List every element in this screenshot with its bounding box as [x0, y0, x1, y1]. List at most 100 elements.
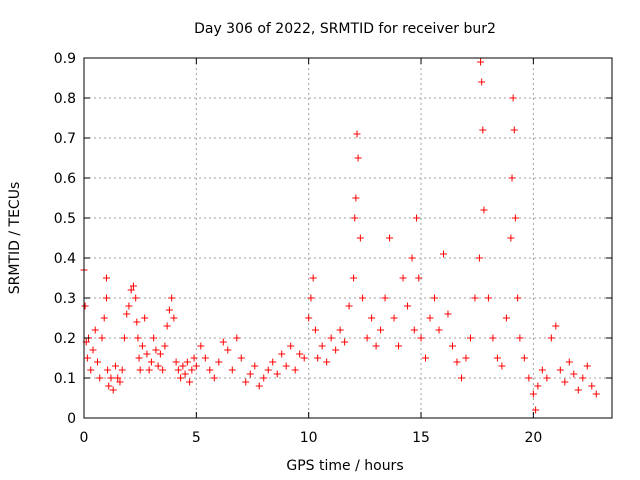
data-point: [561, 378, 569, 386]
data-point: [435, 326, 443, 334]
data-point: [417, 334, 425, 342]
data-point: [386, 234, 394, 242]
data-point: [538, 366, 546, 374]
data-point: [255, 382, 263, 390]
data-point: [125, 302, 133, 310]
data-point: [172, 358, 180, 366]
data-point: [381, 294, 389, 302]
data-point: [514, 294, 522, 302]
data-point: [489, 334, 497, 342]
data-point: [372, 342, 380, 350]
data-point: [314, 354, 322, 362]
data-point: [134, 334, 142, 342]
data-point: [210, 374, 218, 382]
data-point: [552, 322, 560, 330]
data-point: [127, 286, 135, 294]
data-point: [350, 274, 358, 282]
tick-labels: 0 0.1 0.2 0.3 0.4 0.5 0.6 0.7 0.8 0.9 0 5 10 15 20: [54, 51, 543, 446]
data-point: [462, 354, 470, 362]
data-point: [183, 358, 191, 366]
data-point: [188, 366, 196, 374]
data-point: [152, 346, 160, 354]
data-point: [105, 382, 113, 390]
data-point: [136, 366, 144, 374]
data-point: [309, 274, 317, 282]
x-axis-label: GPS time / hours: [286, 458, 403, 474]
data-point: [352, 194, 360, 202]
data-point: [579, 374, 587, 382]
data-point: [260, 374, 268, 382]
data-point: [111, 362, 119, 370]
data-point: [129, 282, 137, 290]
data-point: [479, 126, 487, 134]
data-point: [93, 358, 101, 366]
axis-ticks: [83, 57, 612, 419]
data-point: [161, 342, 169, 350]
data-point: [444, 310, 452, 318]
data-point: [91, 326, 99, 334]
y-tick-label: 0.6: [54, 171, 76, 187]
data-point: [296, 350, 304, 358]
data-point: [477, 58, 485, 66]
data-point: [163, 322, 171, 330]
data-point: [219, 338, 227, 346]
data-point: [81, 302, 89, 310]
data-point: [525, 374, 533, 382]
data-point: [118, 366, 126, 374]
data-point: [143, 350, 151, 358]
data-point: [305, 314, 313, 322]
data-point: [138, 342, 146, 350]
data-point: [233, 334, 241, 342]
data-point: [147, 358, 155, 366]
data-point: [318, 342, 326, 350]
plot-frame: [83, 57, 613, 419]
y-tick-label: 0.5: [54, 211, 76, 227]
data-point: [493, 354, 501, 362]
data-point: [228, 366, 236, 374]
data-point: [237, 354, 245, 362]
data-point: [453, 358, 461, 366]
data-point: [156, 350, 164, 358]
data-point: [534, 382, 542, 390]
data-point: [170, 314, 178, 322]
data-point: [583, 362, 591, 370]
data-point: [520, 354, 528, 362]
data-point: [529, 390, 537, 398]
data-point: [327, 334, 335, 342]
data-point: [404, 302, 412, 310]
y-tick-label: 0: [67, 411, 76, 427]
data-point: [278, 350, 286, 358]
data-point: [509, 94, 517, 102]
data-point: [100, 314, 108, 322]
data-point: [102, 274, 110, 282]
data-point: [351, 214, 359, 222]
data-point: [120, 334, 128, 342]
data-point: [368, 314, 376, 322]
chart-title: Day 306 of 2022, SRMTID for receiver bur…: [194, 21, 496, 37]
data-point: [174, 366, 182, 374]
data-point: [498, 362, 506, 370]
data-point: [114, 374, 122, 382]
data-point: [269, 358, 277, 366]
data-point: [123, 310, 131, 318]
data-point: [307, 294, 315, 302]
data-point: [395, 342, 403, 350]
data-point: [246, 370, 254, 378]
data-point: [287, 342, 295, 350]
data-point: [431, 294, 439, 302]
data-point: [588, 382, 596, 390]
data-point: [186, 378, 194, 386]
data-point: [133, 318, 141, 326]
x-tick-label: 10: [300, 430, 318, 446]
data-point: [480, 206, 488, 214]
y-axis-label: SRMTID / TECUs: [7, 182, 23, 295]
data-point: [484, 294, 492, 302]
data-point: [565, 358, 573, 366]
data-point: [83, 354, 91, 362]
y-tick-label: 0.3: [54, 291, 76, 307]
data-point: [177, 374, 185, 382]
x-tick-label: 5: [192, 430, 201, 446]
x-tick-label: 15: [412, 430, 430, 446]
data-point: [448, 342, 456, 350]
